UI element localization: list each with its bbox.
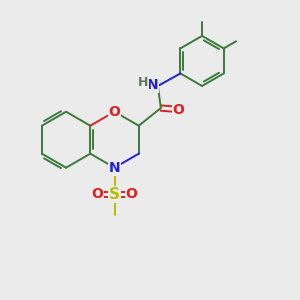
Text: N: N xyxy=(109,161,120,175)
Text: O: O xyxy=(172,103,184,116)
Text: H: H xyxy=(137,76,148,89)
Text: N: N xyxy=(147,78,158,92)
Text: S: S xyxy=(109,187,120,202)
Text: O: O xyxy=(126,187,137,201)
Text: O: O xyxy=(92,187,104,201)
Text: O: O xyxy=(109,105,121,119)
